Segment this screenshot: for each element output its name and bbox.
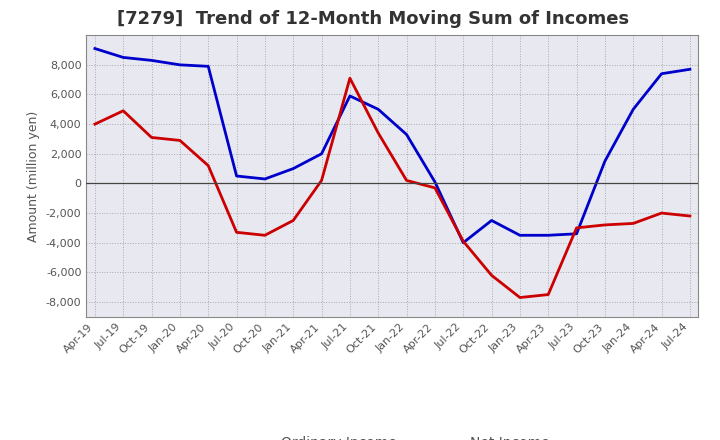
Net Income [516,295,524,300]
Net Income [600,222,609,227]
Ordinary Income [204,64,212,69]
Ordinary Income [572,231,581,236]
Net Income [318,178,326,183]
Ordinary Income [487,218,496,223]
Net Income [148,135,156,140]
Ordinary Income [233,173,241,179]
Ordinary Income [374,106,382,112]
Ordinary Income [91,46,99,51]
Text: [7279]  Trend of 12-Month Moving Sum of Incomes: [7279] Trend of 12-Month Moving Sum of I… [117,10,629,28]
Ordinary Income [402,132,411,137]
Net Income [459,238,467,244]
Ordinary Income [176,62,184,67]
Ordinary Income [346,93,354,99]
Net Income [233,230,241,235]
Ordinary Income [289,166,297,171]
Ordinary Income [685,66,694,72]
Line: Net Income: Net Income [95,78,690,297]
Ordinary Income [629,106,637,112]
Y-axis label: Amount (million yen): Amount (million yen) [27,110,40,242]
Net Income [572,225,581,231]
Ordinary Income [600,158,609,164]
Net Income [119,108,127,114]
Net Income [204,163,212,168]
Net Income [374,130,382,136]
Ordinary Income [431,179,439,184]
Net Income [431,185,439,191]
Net Income [289,218,297,223]
Ordinary Income [459,240,467,246]
Ordinary Income [516,233,524,238]
Net Income [685,213,694,219]
Net Income [544,292,552,297]
Ordinary Income [318,151,326,156]
Net Income [261,233,269,238]
Line: Ordinary Income: Ordinary Income [95,48,690,243]
Ordinary Income [544,233,552,238]
Net Income [629,221,637,226]
Net Income [657,210,666,216]
Ordinary Income [119,55,127,60]
Net Income [402,178,411,183]
Legend: Ordinary Income, Net Income: Ordinary Income, Net Income [230,431,555,440]
Ordinary Income [261,176,269,182]
Net Income [176,138,184,143]
Net Income [91,121,99,127]
Net Income [346,76,354,81]
Ordinary Income [148,58,156,63]
Net Income [487,273,496,278]
Ordinary Income [657,71,666,77]
